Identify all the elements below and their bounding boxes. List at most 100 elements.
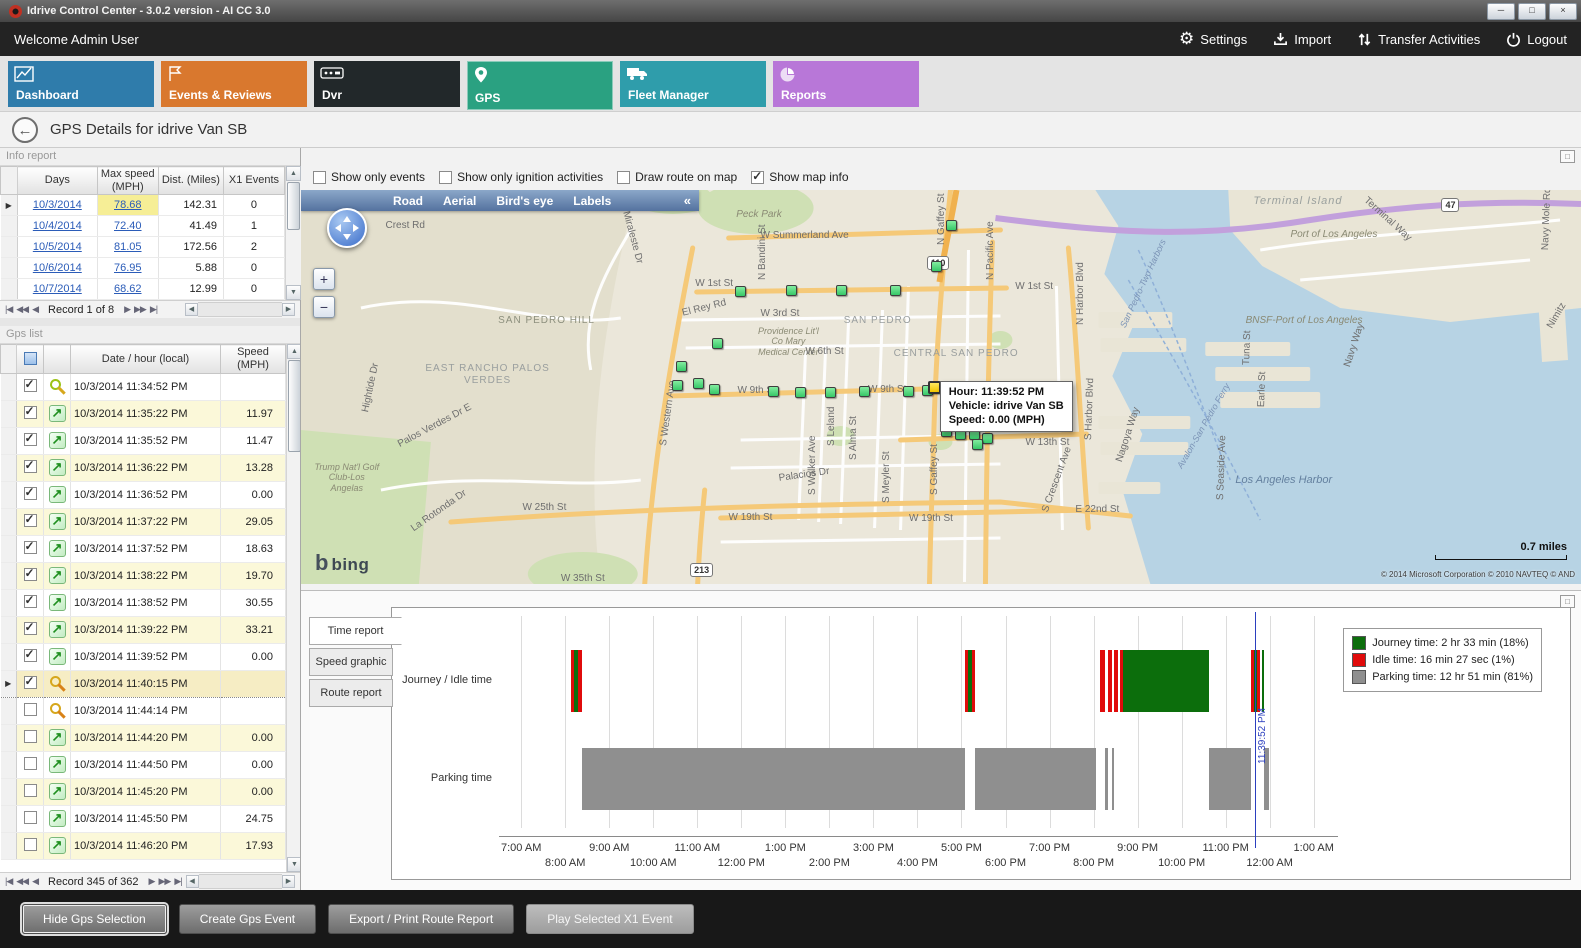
row-checkbox-cell[interactable] [16, 454, 44, 482]
gps-list-row[interactable]: 10/3/2014 11:39:52 PM 0.00 [0, 643, 286, 671]
next-page-button[interactable]: ▶▶ [134, 304, 147, 315]
row-checkbox-cell[interactable] [16, 805, 44, 833]
action-button[interactable]: Play Selected X1 Event [526, 904, 694, 934]
row-checkbox-cell[interactable] [16, 724, 44, 752]
day-link[interactable]: 10/4/2014 [17, 215, 98, 238]
row-checkbox[interactable] [23, 485, 37, 500]
gps-list-row[interactable]: 10/3/2014 11:44:14 PM [0, 697, 286, 725]
checkbox[interactable] [617, 170, 631, 184]
gps-list-row[interactable]: 10/3/2014 11:40:15 PM [0, 669, 286, 698]
row-checkbox-cell[interactable] [16, 616, 44, 644]
info-report-row[interactable]: 10/5/2014 81.05 172.56 2 [0, 236, 286, 259]
col-speed[interactable]: Speed (MPH) [220, 344, 286, 374]
settings-button[interactable]: ⚙ Settings [1179, 30, 1247, 47]
day-link[interactable]: 10/5/2014 [17, 236, 98, 259]
select-all-icon[interactable] [23, 352, 37, 366]
max-speed-value[interactable]: 81.05 [97, 236, 159, 259]
gps-list-row[interactable]: 10/3/2014 11:44:20 PM 0.00 [0, 724, 286, 752]
map-panel-toggle-button[interactable]: □ [1560, 150, 1575, 163]
logout-button[interactable]: Logout [1506, 32, 1567, 47]
info-report-row[interactable]: 10/7/2014 68.62 12.99 0 [0, 278, 286, 301]
row-checkbox-cell[interactable] [16, 427, 44, 455]
gps-marker[interactable] [672, 380, 684, 392]
map-option-checkbox[interactable]: Show only ignition activities [439, 170, 603, 184]
row-checkbox-cell[interactable] [16, 508, 44, 536]
map-option-checkbox[interactable]: Show only events [313, 170, 425, 184]
gps-list-row[interactable]: 10/3/2014 11:34:52 PM [0, 373, 286, 401]
map-style-road[interactable]: Road [393, 193, 423, 208]
tab-reports[interactable]: Reports [773, 61, 919, 107]
gps-list-row[interactable]: 10/3/2014 11:35:52 PM 11.47 [0, 427, 286, 455]
max-speed-value[interactable]: 72.40 [97, 215, 159, 238]
action-button[interactable]: Export / Print Route Report [328, 904, 515, 934]
max-speed-value[interactable]: 68.62 [97, 278, 159, 301]
gps-marker[interactable] [676, 361, 688, 373]
row-checkbox-cell[interactable] [16, 669, 44, 698]
row-checkbox[interactable] [23, 810, 37, 824]
map-style-labels[interactable]: Labels [573, 193, 612, 208]
row-checkbox-cell[interactable] [16, 481, 44, 509]
row-checkbox-cell[interactable] [16, 535, 44, 563]
scroll-up-icon[interactable]: ▲ [287, 344, 300, 360]
scroll-thumb[interactable] [288, 360, 300, 453]
row-checkbox[interactable] [23, 377, 37, 392]
zoom-out-button[interactable]: − [313, 296, 335, 318]
gps-marker[interactable] [902, 386, 914, 398]
gps-list-row[interactable]: 10/3/2014 11:45:50 PM 24.75 [0, 805, 286, 833]
row-checkbox[interactable] [23, 674, 37, 689]
action-button[interactable]: Hide Gps Selection [22, 904, 167, 934]
row-checkbox[interactable] [23, 512, 37, 527]
scroll-right-icon[interactable]: ▶ [282, 875, 295, 888]
scroll-thumb[interactable] [287, 182, 300, 230]
h-scrollbar[interactable]: ◀ ▶ [185, 874, 295, 889]
prev-page-button[interactable]: ◀◀ [16, 876, 29, 886]
max-speed-value[interactable]: 76.95 [97, 257, 159, 280]
gps-marker[interactable] [946, 219, 958, 231]
gps-marker[interactable] [734, 286, 746, 298]
prev-page-button[interactable]: ◀◀ [16, 304, 29, 315]
last-record-button[interactable]: ▶| [174, 876, 182, 886]
map-option-checkbox[interactable]: Show map info [751, 169, 849, 184]
row-checkbox-cell[interactable] [16, 778, 44, 806]
checkbox[interactable] [751, 169, 765, 184]
info-report-row[interactable]: 10/4/2014 72.40 41.49 1 [0, 215, 286, 238]
info-report-row[interactable]: 10/6/2014 76.95 5.88 0 [0, 257, 286, 280]
row-checkbox[interactable] [23, 458, 37, 473]
gps-list-row[interactable]: 10/3/2014 11:38:22 PM 19.70 [0, 562, 286, 590]
row-checkbox[interactable] [23, 620, 37, 635]
col-date-hour[interactable]: Date / hour (local) [70, 344, 221, 374]
last-record-button[interactable]: ▶| [149, 304, 158, 315]
gps-marker[interactable] [768, 386, 780, 398]
gps-list-row[interactable]: 10/3/2014 11:35:22 PM 11.97 [0, 400, 286, 428]
scroll-left-icon[interactable]: ◀ [185, 303, 198, 317]
scroll-track[interactable] [198, 302, 282, 318]
gps-list-row[interactable]: 10/3/2014 11:38:52 PM 30.55 [0, 589, 286, 617]
row-checkbox[interactable] [23, 431, 37, 446]
row-checkbox[interactable] [23, 756, 37, 770]
scroll-right-icon[interactable]: ▶ [282, 303, 295, 317]
gps-marker[interactable] [930, 260, 942, 272]
gps-list-row[interactable]: 10/3/2014 11:46:20 PM 17.93 [0, 832, 286, 860]
map-style-birdseye[interactable]: Bird's eye [496, 193, 554, 208]
first-record-button[interactable]: |◀ [5, 304, 13, 315]
gps-marker[interactable] [889, 285, 901, 297]
row-checkbox[interactable] [23, 837, 37, 851]
row-checkbox[interactable] [23, 702, 37, 716]
info-report-row[interactable]: 10/3/2014 78.68 142.31 0 [0, 194, 286, 217]
row-checkbox-cell[interactable] [16, 832, 44, 860]
scroll-left-icon[interactable]: ◀ [185, 875, 199, 888]
gps-list-row[interactable]: 10/3/2014 11:44:50 PM 0.00 [0, 751, 286, 779]
map-compass-control[interactable] [327, 208, 367, 248]
next-record-button[interactable]: ▶ [124, 304, 131, 315]
gps-list-row[interactable]: 10/3/2014 11:45:20 PM 0.00 [0, 778, 286, 806]
col-x1-events[interactable]: X1 Events [222, 165, 286, 196]
next-page-button[interactable]: ▶▶ [158, 876, 171, 886]
map-bar-collapse-icon[interactable]: « [683, 193, 691, 208]
tab-events-reviews[interactable]: Events & Reviews [161, 61, 307, 107]
gps-list-row[interactable]: 10/3/2014 11:36:52 PM 0.00 [0, 481, 286, 509]
h-scrollbar[interactable]: ◀ ▶ [185, 302, 295, 318]
row-checkbox-cell[interactable] [16, 643, 44, 671]
day-link[interactable]: 10/7/2014 [17, 278, 98, 301]
scroll-track[interactable] [198, 874, 282, 889]
day-link[interactable]: 10/3/2014 [17, 194, 98, 217]
